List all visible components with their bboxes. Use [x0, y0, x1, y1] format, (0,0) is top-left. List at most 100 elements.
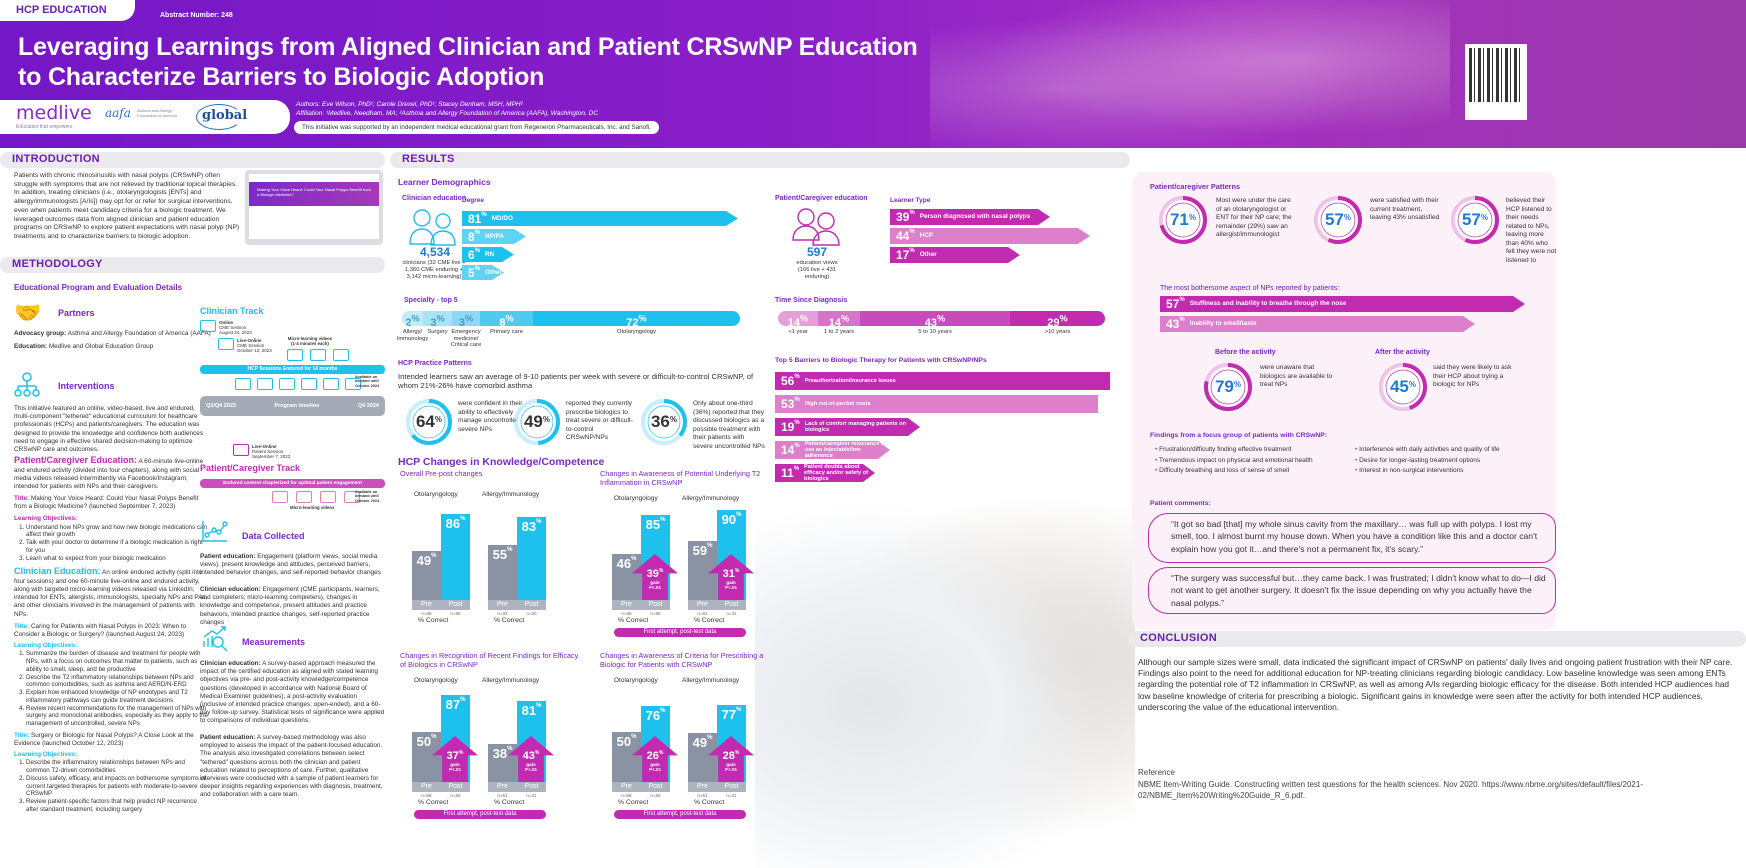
s2-type: Live-Online [237, 338, 262, 343]
percent-number: 29 [1047, 316, 1060, 326]
title-key: Title: [14, 622, 30, 630]
clinician-education-label: Clinician education [402, 195, 467, 202]
gain-value: 28% [708, 751, 754, 762]
affiliation: Affiliation: ¹Medlive, Needham, MA; ²Ast… [296, 109, 599, 117]
objective: Explain how enhanced knowledge of NP end… [26, 689, 209, 705]
donut-number: 49 [523, 412, 543, 431]
advocacy-group: Advocacy group: Asthma and Allergy Found… [14, 330, 211, 338]
post-bar: 83% [517, 517, 546, 600]
patient-endured-bar: Endured content chapterized for optimal … [200, 479, 385, 488]
percent-number: 57 [1166, 297, 1180, 311]
segment-0: 14% [778, 311, 818, 326]
specialty-label: Otolaryngology [414, 677, 458, 684]
percent-sign: % [734, 750, 740, 756]
conclusion-text: Although our sample sizes were small, da… [1138, 657, 1733, 712]
findings-label: Findings from a focus group of patients … [1150, 432, 1328, 439]
percent-number: 72 [626, 316, 639, 326]
patient-track-label: Patient/Caregiver Track [200, 463, 301, 473]
clinician-learning-objectives-1: Summarize the burden of disease and trea… [14, 650, 209, 728]
bar-value: 87 [445, 697, 461, 712]
medlive-tagline: Education that empowers [16, 124, 73, 130]
percent-sign: % [1188, 212, 1197, 222]
patient-available-until: Available on demand until October 2024 [355, 490, 380, 503]
sample-sizes: n=68 n=55 [412, 793, 470, 798]
advocacy-key: Advocacy group: [14, 330, 67, 337]
donut-value: 57% [1450, 195, 1500, 245]
patient-video-icons [272, 491, 360, 503]
segment-label: Emergency medicine/ Critical care [450, 329, 482, 349]
specialty-label: Otolaryngology [614, 677, 658, 684]
pre-bar: 38% [488, 744, 517, 782]
n-pre: n=61 [697, 611, 708, 616]
s2-kind: CME Session [237, 343, 265, 349]
chart-title: Overall Pre-post changes [400, 469, 483, 478]
percent-sign: % [507, 746, 513, 752]
education-key: Education: [14, 343, 48, 350]
knowledge-chart: Changes in Recognition of Recent Finding… [400, 651, 600, 822]
donut-listened: 57% [1450, 195, 1500, 245]
timeline-end: Q4 2024 [357, 403, 379, 409]
pre-bar: 50% [612, 732, 641, 782]
ps-kind: Patient Session [252, 449, 284, 455]
interventions-text: This initiative featured an online, vide… [14, 405, 204, 453]
sample-sizes: n=33 n=30 [488, 611, 546, 616]
clinician-education-text: An online endured activity (split into f… [14, 569, 208, 618]
sample-sizes: n=61 n=31 [488, 793, 546, 798]
percent-value: 39% [896, 210, 915, 224]
reference-text[interactable]: NBME Item-Writing Guide. Constructing wr… [1138, 780, 1643, 800]
pre-post-band: Pre Post [688, 600, 746, 610]
bar-label: Preauthorization/insurance issues [804, 377, 896, 384]
clinician-learning-objectives-2: Describe the inflammatory relationships … [14, 759, 209, 813]
bar-label: HCP [919, 232, 934, 240]
objective: Describe the inflammatory relationships … [26, 759, 209, 775]
gain-number: 39 [646, 568, 659, 580]
p-value: P<.01 [448, 767, 462, 773]
percent-value: 17% [896, 248, 915, 262]
p-value: P<.01 [524, 767, 538, 773]
qr-code[interactable] [1465, 44, 1527, 120]
percent-value: 44% [896, 229, 915, 243]
introduction-heading: INTRODUCTION [0, 152, 385, 168]
donut-value: 57% [1313, 195, 1363, 245]
donut-satisfied-text: were satisfied with their current treatm… [1370, 197, 1440, 222]
header-photo-patient [930, 0, 1450, 148]
percent-value: 43% [925, 313, 945, 326]
percent-sign: % [460, 697, 466, 703]
gain-value: 37% [432, 751, 478, 762]
percent-sign: % [660, 517, 666, 523]
learner-demographics-label: Learner Demographics [398, 177, 491, 187]
specialty-label: Specialty - top 5 [404, 297, 458, 304]
segment-label: Surgery [427, 329, 448, 335]
percent-value: 14% [788, 313, 808, 326]
bar-1: 8% NP/PA [462, 229, 526, 244]
percent-value: 72% [626, 313, 646, 326]
methodology-subheading: Educational Program and Evaluation Detai… [14, 283, 183, 292]
donut-prescribe-text: reported they currently prescribe biolog… [566, 400, 633, 442]
education-partner: Education: Medlive and Global Education … [14, 343, 153, 351]
post-label: Post [524, 601, 539, 608]
cme-session-2: Live-Online CME Session October 12, 2023 [218, 338, 272, 354]
pre-bar: 55% [488, 545, 517, 600]
gain-label: gain [650, 762, 660, 767]
percent-sign: % [542, 414, 551, 424]
aafa-logo: aafa [105, 106, 131, 120]
micro-video-icons [287, 349, 349, 361]
n-post: n=55 [450, 611, 461, 616]
pre-label: Pre [697, 783, 708, 790]
percent-sign: % [1233, 379, 1242, 389]
percent-sign: % [1179, 317, 1185, 323]
bar-value: 49 [416, 553, 432, 568]
percent-sign: % [909, 248, 915, 254]
gain-label: gain [526, 762, 536, 767]
objective: Review recent recommendations for the ma… [26, 705, 209, 728]
conclusion-heading: CONCLUSION [1128, 631, 1746, 647]
gain-label: gain [450, 762, 460, 767]
video-icon [200, 320, 216, 332]
donut-arc [1159, 196, 1207, 244]
patient-session: Live-Online Patient Session September 7, 2… [233, 444, 290, 460]
donut-number: 57 [1324, 210, 1344, 229]
segment-label: Allergy/ Immunology [396, 329, 429, 342]
title-value: Making Your Voice Heard: Could Your Nasa… [14, 495, 199, 511]
key: Patient education: [200, 553, 256, 560]
donut-confident-text: were confident in their ability to effec… [458, 400, 523, 433]
